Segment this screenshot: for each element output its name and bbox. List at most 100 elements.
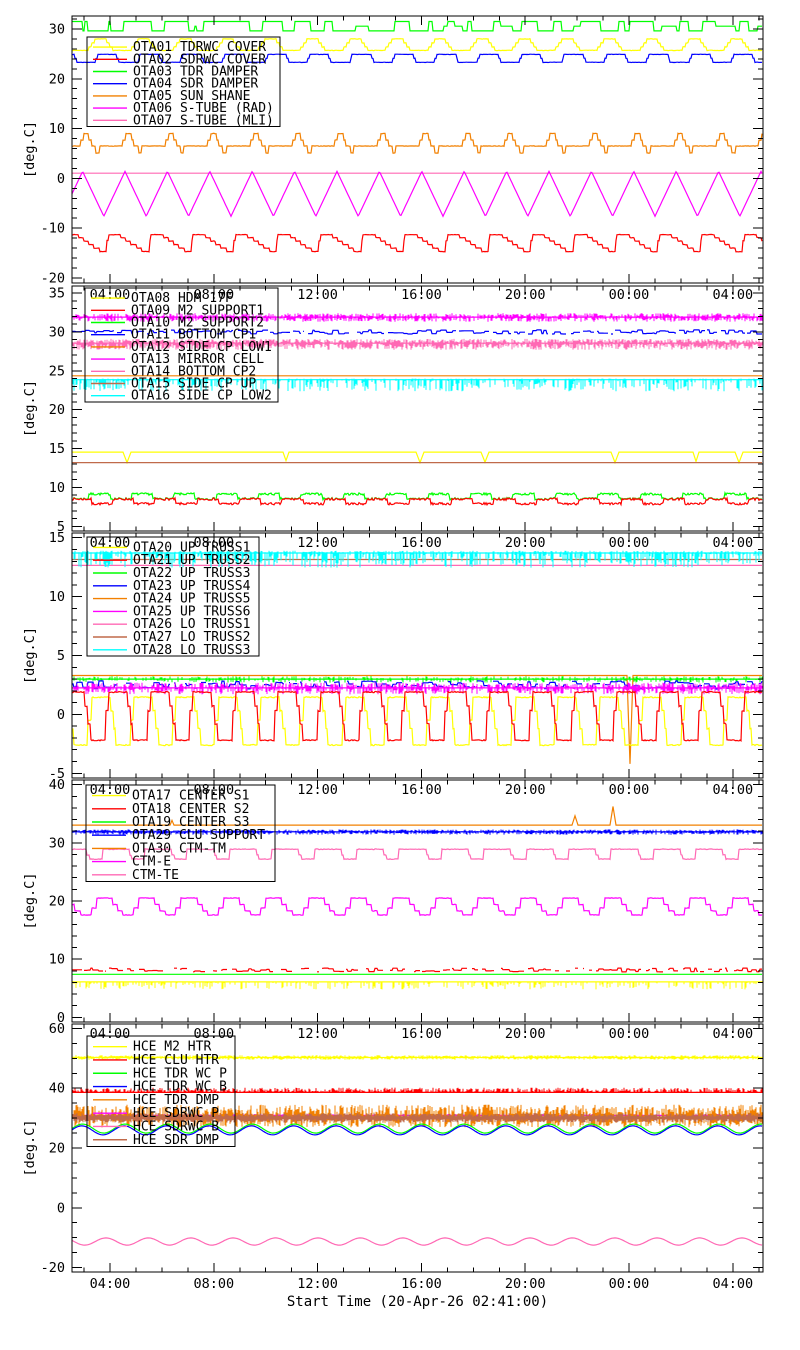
y-axis-title: [deg.C] <box>22 121 38 178</box>
legend-label: OTA27 LO TRUSS2 <box>133 630 250 645</box>
x-tick-label: 04:00 <box>90 782 131 798</box>
series-ota21-up-truss2 <box>72 690 763 743</box>
legend-box <box>85 784 276 882</box>
x-tick-label: 04:00 <box>712 1276 753 1292</box>
x-tick-label: 16:00 <box>401 1026 442 1042</box>
x-tick-label: 08:00 <box>193 782 234 798</box>
series-ota08-hdm-17f <box>72 451 762 465</box>
legend-label: OTA04 SDR DAMPER <box>133 77 258 92</box>
y-tick-label: 10 <box>49 952 65 968</box>
legend-label: OTA25 UP TRUSS6 <box>133 604 250 619</box>
legend-label: OTA18 CENTER S2 <box>132 802 249 817</box>
series-group <box>72 20 763 253</box>
series-ota11-bottom-cp1 <box>72 329 763 335</box>
x-tick-label: 08:00 <box>193 1026 234 1042</box>
x-tick-label: 04:00 <box>712 782 753 798</box>
legend-label: HCE SDR DMP <box>133 1133 219 1148</box>
legend-label: OTA02 SDRWC COVER <box>133 52 266 67</box>
series-ota05-sun-shane <box>72 132 763 154</box>
series-ctm-e <box>72 896 763 916</box>
legend-label: OTA14 BOTTOM CP2 <box>131 364 256 379</box>
y-tick-label: 0 <box>57 1010 65 1026</box>
y-axis-title: [deg.C] <box>22 380 38 437</box>
legend-label: OTA09 M2 SUPPORT1 <box>131 303 264 318</box>
y-tick-label: -20 <box>41 1260 65 1276</box>
y-tick-label: 20 <box>49 1141 65 1157</box>
legend-label: OTA28 LO TRUSS3 <box>133 643 250 658</box>
x-tick-label: 04:00 <box>712 1026 753 1042</box>
y-tick-label: 15 <box>49 530 65 546</box>
plot-frame <box>71 15 764 284</box>
legend-label: HCE SDRWC P <box>133 1106 219 1121</box>
legend-label: OTA23 UP TRUSS4 <box>133 579 251 594</box>
legend-label: OTA10 M2 SUPPORT2 <box>131 316 264 331</box>
x-tick-label: 00:00 <box>609 535 650 551</box>
series-ota09-m2-support1 <box>72 496 763 507</box>
y-tick-label: 30 <box>49 835 65 851</box>
x-tick-label: 00:00 <box>609 1276 650 1292</box>
legend-box <box>86 1035 236 1147</box>
panel-2: 35 30 25 20 15 10 5 04:00 08:00 12:00 16:00 20:00 00… <box>22 285 764 551</box>
legend-label: OTA03 TDR DAMPER <box>133 65 258 80</box>
series-ota03-tdr-damper <box>72 20 762 32</box>
x-tick-label: 08:00 <box>193 1276 234 1292</box>
panel-5: 60 40 20 0 -20 04:00 08:00 12:00 16:00 20:00 00:00… <box>22 1021 764 1292</box>
plot-frame <box>71 285 764 532</box>
y-tick-label: 60 <box>49 1021 65 1037</box>
legend-label: HCE TDR DMP <box>133 1093 219 1108</box>
series-group <box>72 313 763 507</box>
series-ota30-ctm-tm <box>72 806 762 826</box>
y-tick-label: -10 <box>41 221 65 237</box>
legend-label: HCE CLU HTR <box>133 1053 219 1068</box>
y-tick-label: 10 <box>49 121 65 137</box>
y-axis-title: [deg.C] <box>22 627 38 684</box>
legend-label: OTA15 SIDE CP UP <box>131 377 256 392</box>
axis-ticks <box>72 16 763 283</box>
legend-label: HCE SDRWC B <box>133 1119 219 1134</box>
y-tick-label: 40 <box>49 1081 65 1097</box>
legend-label: OTA17 CENTER S1 <box>132 789 249 804</box>
x-tick-label: 12:00 <box>297 782 338 798</box>
y-tick-label: 0 <box>57 171 65 187</box>
legend-label: OTA20 UP TRUSS1 <box>133 540 250 555</box>
x-tick-label: 12:00 <box>297 535 338 551</box>
legend-label: OTA30 CTM-TM <box>132 841 226 856</box>
series-ota18-center-s2 <box>72 967 762 973</box>
y-tick-label: 20 <box>49 402 65 418</box>
y-tick-label: 20 <box>49 71 65 87</box>
y-tick-label: 30 <box>49 324 65 340</box>
x-tick-label: 08:00 <box>193 535 234 551</box>
legend-label: CTM-TE <box>132 868 179 883</box>
y-tick-label: 15 <box>49 441 65 457</box>
y-tick-label: 5 <box>57 648 65 664</box>
y-axis-title: [deg.C] <box>22 1120 38 1177</box>
legend-label: OTA06 S-TUBE (RAD) <box>133 101 274 116</box>
x-tick-label: 12:00 <box>297 1026 338 1042</box>
legend-label: HCE TDR WC B <box>133 1080 227 1095</box>
series-hce-tdr-wc-b <box>72 1125 763 1136</box>
series-ota02-sdrwc-cover <box>72 233 763 253</box>
y-tick-label: 10 <box>49 589 65 605</box>
x-tick-label: 04:00 <box>90 1276 131 1292</box>
legend-box <box>84 287 279 403</box>
y-tick-label: 5 <box>57 519 65 535</box>
legend-label: HCE TDR WC P <box>133 1066 227 1081</box>
legend-label: OTA21 UP TRUSS2 <box>133 553 250 568</box>
axis-ticks <box>72 780 763 1022</box>
series-hce-sdr-dmp <box>72 1113 763 1123</box>
x-tick-label: 12:00 <box>297 1276 338 1292</box>
legend-label: OTA01 TDRWC COVER <box>133 40 266 55</box>
series-ctm-te <box>72 847 763 861</box>
series-ota01-tdrwc-cover <box>72 37 763 52</box>
axis-ticks <box>72 1024 763 1272</box>
legend-label: CTM-E <box>132 855 171 870</box>
series-group <box>72 806 763 990</box>
y-tick-label: 35 <box>49 286 65 302</box>
x-tick-label: 00:00 <box>609 1026 650 1042</box>
legend-label: OTA05 SUN SHANE <box>133 89 250 104</box>
